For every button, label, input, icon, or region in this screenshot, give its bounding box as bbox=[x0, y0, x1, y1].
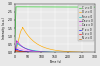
Ca z = 0 bbox=[23, 49, 24, 50]
Ca z = 0 bbox=[17, 47, 18, 48]
Ca z = 0 bbox=[48, 52, 50, 53]
N  z = 0 bbox=[45, 52, 46, 53]
Line: S  z = 0: S z = 0 bbox=[15, 50, 95, 52]
P  z = 0 bbox=[48, 52, 50, 53]
N  z = 0 bbox=[15, 50, 16, 51]
P  z = 0 bbox=[23, 51, 24, 52]
Ca z = 0 bbox=[94, 52, 96, 53]
Fe z = 0 bbox=[23, 47, 24, 48]
O  z = 0 bbox=[45, 47, 46, 48]
O  z = 0 bbox=[22, 27, 23, 28]
Zn z = 0 bbox=[45, 52, 46, 53]
O  z = 0 bbox=[93, 52, 94, 53]
X-axis label: Time (s): Time (s) bbox=[49, 60, 61, 64]
Fe z = 0 bbox=[94, 52, 96, 53]
O  z = 0 bbox=[23, 29, 24, 30]
S  z = 0 bbox=[45, 52, 46, 53]
Fe z = 0 bbox=[84, 52, 85, 53]
S  z = 0 bbox=[28, 52, 29, 53]
C  z = 0 bbox=[15, 6, 16, 7]
O  z = 0 bbox=[28, 36, 29, 37]
S  z = 0 bbox=[84, 52, 85, 53]
Line: C  z = 0: C z = 0 bbox=[15, 7, 95, 47]
S  z = 0 bbox=[23, 51, 24, 52]
N  z = 0 bbox=[94, 52, 96, 53]
N  z = 0 bbox=[48, 52, 50, 53]
Zn z = 0 bbox=[84, 52, 85, 53]
Zn z = 0 bbox=[28, 49, 29, 50]
Line: N  z = 0: N z = 0 bbox=[15, 51, 95, 52]
S  z = 0 bbox=[48, 52, 50, 53]
Ca z = 0 bbox=[93, 52, 94, 53]
O  z = 0 bbox=[14, 51, 15, 52]
Line: Zn z = 0: Zn z = 0 bbox=[15, 41, 95, 52]
Zn z = 0 bbox=[23, 47, 24, 48]
Legend: C  z = 0, O  z = 0, Fe z = 0, Zn z = 0, Ca z = 0, P  z = 0, S  z = 0, N  z = 0: C z = 0, O z = 0, Fe z = 0, Zn z = 0, Ca… bbox=[78, 5, 94, 41]
Line: P  z = 0: P z = 0 bbox=[15, 49, 95, 52]
Zn z = 0 bbox=[93, 52, 94, 53]
Ca z = 0 bbox=[28, 50, 29, 51]
P  z = 0 bbox=[15, 48, 16, 49]
Zn z = 0 bbox=[16, 40, 17, 41]
Fe z = 0 bbox=[17, 43, 18, 44]
Zn z = 0 bbox=[94, 52, 96, 53]
P  z = 0 bbox=[94, 52, 96, 53]
P  z = 0 bbox=[93, 52, 94, 53]
S  z = 0 bbox=[93, 52, 94, 53]
N  z = 0 bbox=[23, 52, 24, 53]
N  z = 0 bbox=[14, 52, 15, 53]
S  z = 0 bbox=[94, 52, 96, 53]
Ca z = 0 bbox=[84, 52, 85, 53]
Fe z = 0 bbox=[45, 51, 46, 52]
N  z = 0 bbox=[93, 52, 94, 53]
Zn z = 0 bbox=[48, 52, 50, 53]
P  z = 0 bbox=[45, 52, 46, 53]
Fe z = 0 bbox=[14, 51, 15, 52]
P  z = 0 bbox=[28, 51, 29, 52]
N  z = 0 bbox=[28, 52, 29, 53]
Zn z = 0 bbox=[14, 51, 15, 52]
Fe z = 0 bbox=[93, 52, 94, 53]
P  z = 0 bbox=[84, 52, 85, 53]
N  z = 0 bbox=[84, 52, 85, 53]
O  z = 0 bbox=[84, 52, 85, 53]
C  z = 0 bbox=[28, 6, 29, 7]
Ca z = 0 bbox=[45, 52, 46, 53]
C  z = 0 bbox=[23, 6, 24, 7]
Ca z = 0 bbox=[14, 52, 15, 53]
Fe z = 0 bbox=[28, 49, 29, 50]
Y-axis label: Intensity (a.u.): Intensity (a.u.) bbox=[2, 17, 6, 39]
Line: Ca z = 0: Ca z = 0 bbox=[15, 48, 95, 52]
Line: O  z = 0: O z = 0 bbox=[15, 27, 95, 52]
Line: Fe z = 0: Fe z = 0 bbox=[15, 43, 95, 52]
O  z = 0 bbox=[94, 52, 96, 53]
